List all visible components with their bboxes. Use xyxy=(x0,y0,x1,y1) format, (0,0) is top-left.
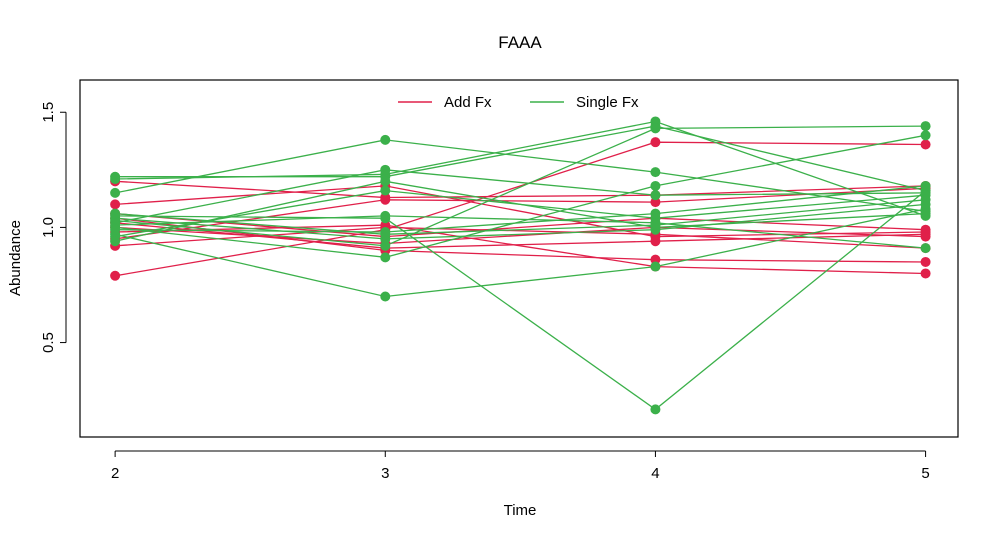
series-line-single-fx xyxy=(114,180,926,242)
data-point-single-fx xyxy=(380,185,391,196)
series-line-single-fx xyxy=(114,169,926,224)
series-line-single-fx xyxy=(114,208,926,298)
data-point-single-fx xyxy=(380,291,391,302)
data-point-add-fx xyxy=(920,139,931,150)
x-tick-label: 2 xyxy=(111,465,119,482)
series-line-add-fx xyxy=(115,187,926,240)
data-point-single-fx xyxy=(650,123,661,134)
chart-title: FAAA xyxy=(498,33,542,52)
data-point-single-fx xyxy=(380,210,391,221)
y-tick-label: 0.5 xyxy=(40,332,57,353)
data-point-add-fx xyxy=(110,270,121,281)
data-point-single-fx xyxy=(650,220,661,231)
data-point-single-fx xyxy=(920,121,931,132)
legend-label-single-fx: Single Fx xyxy=(576,94,639,111)
x-tick-label: 5 xyxy=(921,465,929,482)
data-point-single-fx xyxy=(920,194,931,205)
data-point-single-fx xyxy=(380,164,391,175)
legend: Add Fx Single Fx xyxy=(398,94,639,111)
y-tick-label: 1.5 xyxy=(40,102,57,123)
legend-label-add-fx: Add Fx xyxy=(444,94,492,111)
data-point-single-fx xyxy=(650,167,661,178)
data-point-single-fx xyxy=(650,404,661,415)
series-line-single-fx xyxy=(114,139,926,212)
data-point-single-fx xyxy=(920,180,931,191)
x-tick-label: 3 xyxy=(381,465,389,482)
data-point-single-fx xyxy=(650,261,661,272)
data-point-add-fx xyxy=(650,197,661,208)
series-line-single-fx xyxy=(115,203,926,240)
series-line-single-fx xyxy=(115,215,926,249)
y-axis-label: Abundance xyxy=(7,220,24,296)
data-point-add-fx xyxy=(650,254,661,265)
series-line-single-fx xyxy=(115,185,926,233)
series-line-single-fx xyxy=(115,199,926,235)
plot-frame xyxy=(79,79,959,438)
data-point-single-fx xyxy=(920,130,931,141)
data-point-single-fx xyxy=(920,243,931,254)
data-point-add-fx xyxy=(920,268,931,279)
series-line-single-fx xyxy=(115,190,927,411)
series-line-single-fx xyxy=(115,120,926,217)
x-axis: 2 3 4 5 xyxy=(111,450,930,482)
series-line-add-fx xyxy=(115,226,926,249)
data-point-single-fx xyxy=(110,174,121,185)
series-line-add-fx xyxy=(115,185,926,238)
data-point-add-fx xyxy=(110,199,121,210)
series-line-single-fx xyxy=(115,134,926,258)
data-point-single-fx xyxy=(920,208,931,219)
data-point-single-fx xyxy=(380,134,391,145)
series-line-add-fx xyxy=(115,212,926,238)
data-point-single-fx xyxy=(650,208,661,219)
data-point-single-fx xyxy=(650,116,661,127)
data-point-single-fx xyxy=(380,176,391,187)
y-axis: 0.5 1.0 1.5 xyxy=(40,102,67,353)
data-point-single-fx xyxy=(110,187,121,198)
data-point-single-fx xyxy=(110,208,121,219)
data-point-single-fx xyxy=(110,236,121,247)
series-line-add-fx xyxy=(115,180,926,199)
series-layer xyxy=(110,116,931,415)
data-point-add-fx xyxy=(380,194,391,205)
x-tick-label: 4 xyxy=(651,465,659,482)
y-tick-label: 1.0 xyxy=(40,217,57,238)
x-axis-label: Time xyxy=(504,502,537,519)
data-point-add-fx xyxy=(920,256,931,267)
data-point-single-fx xyxy=(380,229,391,240)
data-point-single-fx xyxy=(650,180,661,191)
series-line-add-fx xyxy=(115,217,926,263)
data-point-add-fx xyxy=(920,229,931,240)
data-point-single-fx xyxy=(380,240,391,251)
data-point-single-fx xyxy=(110,224,121,235)
data-point-add-fx xyxy=(650,236,661,247)
series-line-add-fx xyxy=(114,141,926,277)
series-line-single-fx xyxy=(115,125,926,247)
data-point-single-fx xyxy=(380,252,391,263)
data-point-add-fx xyxy=(650,137,661,148)
data-point-single-fx xyxy=(650,190,661,201)
